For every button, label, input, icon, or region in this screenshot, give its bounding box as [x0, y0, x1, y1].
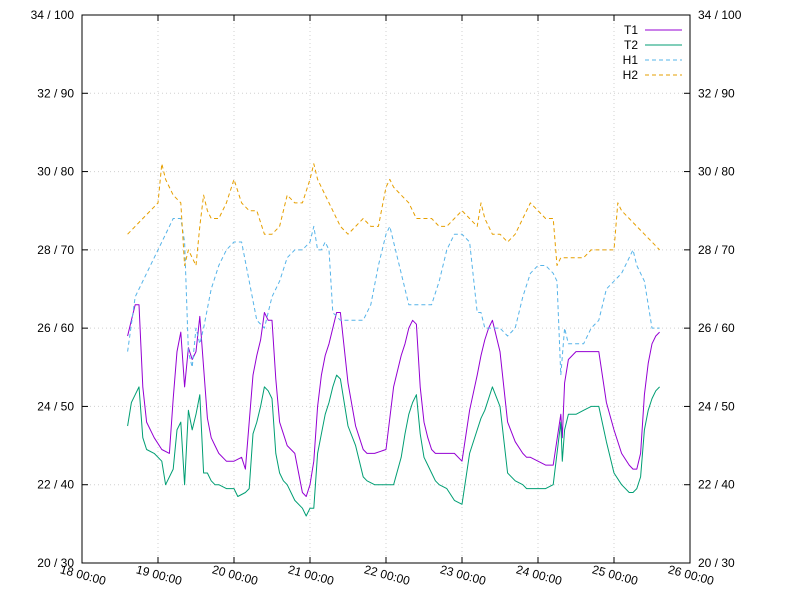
axis-ticks	[81, 14, 691, 564]
y-tick-label-left: 20 / 30	[37, 556, 74, 570]
y-tick-label-right: 20 / 30	[698, 556, 735, 570]
y-axis-left-labels: 20 / 30 22 / 40 24 / 50 26 / 60 28 / 70 30 / …	[31, 8, 75, 570]
series-line-t1	[127, 304, 660, 497]
y-tick-label-right: 26 / 60	[698, 321, 735, 335]
y-tick-label-left: 26 / 60	[37, 321, 74, 335]
y-tick-label-right: 22 / 40	[698, 478, 735, 492]
y-tick-label-right: 34 / 100	[698, 8, 742, 22]
series-line-t2	[127, 374, 660, 517]
y-tick-label-right: 30 / 80	[698, 165, 735, 179]
series-layer	[127, 163, 660, 517]
y-tick-label-right: 28 / 70	[698, 243, 735, 257]
series-line-h2	[127, 163, 660, 266]
y-tick-label-left: 30 / 80	[37, 165, 74, 179]
legend-label-t2: T2	[624, 38, 638, 52]
y-axis-right-labels: 20 / 30 22 / 40 24 / 50 26 / 60 28 / 70 30 / …	[698, 8, 742, 570]
y-tick-label-left: 28 / 70	[37, 243, 74, 257]
y-tick-label-right: 32 / 90	[698, 86, 735, 100]
series-line-h1	[127, 218, 660, 376]
y-tick-label-left: 34 / 100	[31, 8, 75, 22]
y-tick-label-left: 22 / 40	[37, 478, 74, 492]
y-tick-label-left: 24 / 50	[37, 399, 74, 413]
y-tick-label-left: 32 / 90	[37, 86, 74, 100]
legend-label-t1: T1	[624, 23, 638, 37]
y-tick-label-right: 24 / 50	[698, 399, 735, 413]
legend-label-h2: H2	[623, 68, 639, 82]
legend-label-h1: H1	[623, 53, 639, 67]
